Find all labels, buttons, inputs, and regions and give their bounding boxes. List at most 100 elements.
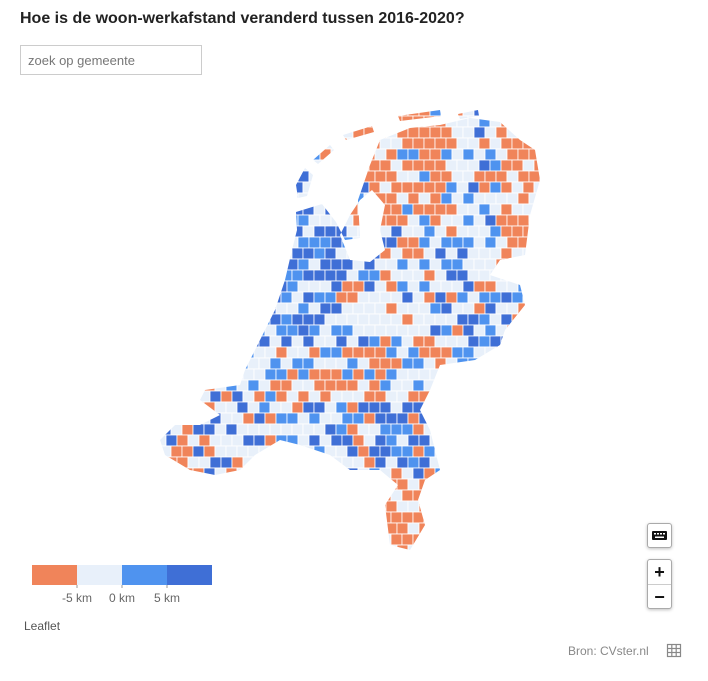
municipality: [324, 291, 337, 304]
municipality: [214, 291, 227, 304]
municipality: [242, 302, 255, 315]
municipality: [269, 313, 282, 326]
table-icon[interactable]: [666, 643, 682, 658]
municipality: [346, 533, 359, 546]
municipality: [253, 192, 266, 205]
municipality: [451, 110, 464, 117]
municipality: [297, 126, 310, 139]
municipality: [407, 302, 420, 315]
municipality: [429, 214, 442, 227]
municipality: [170, 291, 183, 304]
municipality: [187, 544, 200, 550]
municipality: [517, 522, 530, 535]
municipality: [511, 489, 524, 502]
municipality: [313, 467, 326, 480]
municipality: [160, 236, 167, 249]
municipality: [418, 280, 431, 293]
municipality: [517, 434, 530, 447]
municipality: [363, 324, 376, 337]
municipality: [401, 379, 414, 392]
municipality: [335, 291, 348, 304]
municipality: [330, 192, 343, 205]
municipality: [363, 280, 376, 293]
municipality: [275, 192, 288, 205]
municipality: [330, 110, 343, 117]
municipality: [539, 368, 540, 381]
municipality: [291, 269, 304, 282]
municipality: [456, 335, 469, 348]
municipality: [462, 434, 475, 447]
municipality: [401, 511, 414, 524]
municipality: [467, 335, 480, 348]
municipality: [445, 357, 458, 370]
municipality: [451, 478, 464, 491]
municipality: [346, 247, 359, 260]
attribution[interactable]: Leaflet: [24, 619, 61, 633]
municipality: [187, 280, 200, 293]
municipality: [313, 203, 326, 216]
municipality: [456, 445, 469, 458]
municipality: [357, 313, 370, 326]
municipality: [412, 467, 425, 480]
municipality: [247, 423, 260, 436]
municipality: [192, 247, 205, 260]
municipality: [489, 401, 502, 414]
municipality: [451, 192, 464, 205]
municipality: [308, 500, 321, 513]
municipality: [160, 489, 172, 502]
municipality: [467, 313, 480, 326]
municipality: [445, 445, 458, 458]
municipality: [165, 478, 178, 491]
municipality: [341, 110, 354, 117]
municipality: [220, 258, 233, 271]
municipality: [418, 544, 431, 550]
municipality: [319, 126, 332, 139]
municipality: [407, 412, 420, 425]
zoom-in[interactable]: +: [648, 560, 671, 585]
municipality: [357, 137, 370, 150]
municipality: [242, 522, 255, 535]
municipality: [330, 280, 343, 293]
municipality: [423, 445, 436, 458]
municipality: [522, 467, 535, 480]
municipality: [231, 236, 244, 249]
municipality: [269, 379, 282, 392]
municipality: [374, 302, 387, 315]
municipality: [313, 533, 326, 546]
municipality: [302, 291, 315, 304]
municipality: [308, 126, 321, 139]
municipality: [160, 401, 172, 414]
municipality: [269, 401, 282, 414]
municipality: [236, 445, 249, 458]
municipality: [396, 280, 409, 293]
municipality: [500, 357, 513, 370]
municipality: [160, 533, 172, 546]
municipality: [522, 335, 535, 348]
municipality: [440, 522, 453, 535]
municipality: [462, 236, 475, 249]
municipality: [385, 258, 398, 271]
municipality: [192, 313, 205, 326]
municipality: [346, 357, 359, 370]
municipality: [160, 434, 167, 447]
municipality: [198, 544, 211, 550]
municipality: [264, 522, 277, 535]
municipality: [341, 500, 354, 513]
municipality: [275, 544, 288, 550]
municipality: [484, 522, 497, 535]
municipality: [357, 247, 370, 260]
municipality: [236, 357, 249, 370]
keyboard-button[interactable]: [647, 523, 672, 548]
municipality: [247, 489, 260, 502]
municipality: [440, 544, 453, 550]
municipality: [484, 214, 497, 227]
municipality: [192, 467, 205, 480]
municipality: [467, 511, 480, 524]
search-input[interactable]: zoek op gemeente: [20, 45, 202, 75]
municipality: [308, 434, 321, 447]
municipality: [467, 445, 480, 458]
municipality: [434, 467, 447, 480]
municipality: [231, 544, 244, 550]
municipality: [160, 390, 167, 403]
zoom-out[interactable]: −: [654, 587, 665, 607]
